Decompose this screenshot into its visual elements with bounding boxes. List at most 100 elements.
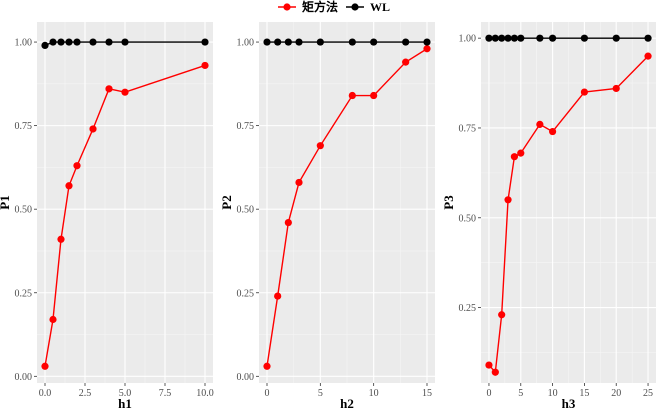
data-point-moment [41,362,49,370]
data-point-moment [370,91,378,100]
data-point-wl [644,34,652,42]
data-point-wl [370,38,378,46]
data-point-wl [491,34,499,42]
data-point-wl [612,34,620,42]
data-point-moment [402,58,410,66]
x-axis-title: h3 [562,396,576,410]
x-tick-label: 7.5 [159,388,172,399]
data-point-moment [49,315,57,324]
data-point-moment [491,368,499,376]
data-point-moment [548,127,557,136]
data-point-wl [284,38,292,46]
data-point-moment [274,292,282,300]
y-axis-title: P1 [0,195,12,209]
x-tick-label: 15 [579,388,589,399]
data-point-moment [105,85,113,93]
x-axis-title: h2 [340,396,354,410]
data-point-moment [89,125,97,133]
x-tick-label: 5 [318,388,323,399]
legend-entry-moment-method: 矩方法 [278,0,338,14]
y-axis-title: P3 [441,195,456,210]
y-axis-title: P2 [219,195,234,209]
legend-label-wl: WL [370,0,390,14]
data-point-moment [612,84,620,93]
x-tick-label: 10.0 [196,388,214,399]
data-point-moment [348,91,356,100]
legend: 矩方法 WL [278,0,390,14]
data-point-wl [548,34,557,42]
y-tick-label: 0.50 [15,205,33,216]
x-tick-label: 0 [265,388,270,399]
x-tick-label: 20 [611,388,621,399]
x-tick-label: 0 [486,388,491,399]
x-tick-label: 10 [548,388,558,399]
x-tick-label: 0.0 [39,388,52,399]
data-point-wl [41,41,49,49]
data-point-wl [498,34,506,42]
y-tick-label: 0.50 [459,213,477,224]
y-tick-label: 0.00 [237,372,255,383]
x-tick-label: 15 [422,388,432,399]
data-point-wl [316,38,324,46]
data-point-moment [517,149,525,157]
y-tick-label: 0.75 [15,121,33,132]
data-point-wl [57,38,65,46]
data-point-moment [510,153,519,161]
data-point-moment [57,235,65,243]
legend-key-point-moment [283,3,291,11]
x-tick-label: 25 [643,388,653,399]
data-point-wl [504,34,512,42]
data-point-moment [65,182,73,190]
x-tick-label: 5 [518,388,523,399]
y-tick-label: 1.00 [237,38,255,49]
y-tick-label: 0.25 [459,303,477,314]
data-point-moment [580,88,589,96]
data-point-wl [536,34,544,42]
data-point-moment [284,218,292,227]
data-point-wl [580,34,589,42]
data-point-wl [510,34,519,42]
data-point-moment [295,178,303,187]
y-tick-label: 1.00 [15,38,33,49]
data-point-wl [121,38,129,46]
data-point-moment [498,311,506,319]
data-point-wl [201,38,209,46]
data-point-wl [423,38,431,46]
data-point-wl [348,38,356,46]
panel-p1: 0.0 2.5 5.0 7.5 10.0 0.00 0.25 0.50 0.75 1.00 h1 P1 [0,22,214,410]
panel-p2: 0 5 10 15 0.00 0.25 0.50 0.75 1.00 h2 P2 [219,22,435,410]
data-point-moment [121,88,129,96]
data-point-moment [536,120,544,128]
data-point-wl [105,38,113,46]
data-point-wl [295,38,303,46]
data-point-moment [485,361,493,369]
x-tick-label: 10 [369,388,379,399]
y-tick-label: 0.50 [237,205,255,216]
data-point-wl [517,34,525,42]
data-point-moment [316,142,324,150]
x-tick-label: 5.0 [119,388,132,399]
y-tick-label: 0.25 [237,288,255,299]
data-point-moment [504,196,512,204]
y-tick-label: 0.25 [15,288,33,299]
y-tick-label: 1.00 [459,34,477,45]
data-point-moment [423,45,431,53]
data-point-moment [263,362,271,370]
y-tick-label: 0.75 [459,123,477,134]
x-tick-label: 2.5 [79,388,92,399]
data-point-wl [263,38,271,46]
y-tick-label: 0.00 [15,372,33,383]
data-point-wl [402,38,410,46]
data-point-moment [73,162,81,170]
data-point-moment [201,61,209,70]
data-point-wl [274,38,282,46]
data-point-wl [49,38,57,46]
data-point-wl [65,38,73,46]
panel-p3: 0 5 10 15 20 25 0.25 0.50 0.75 1.00 h3 P3 [441,22,656,410]
legend-entry-wl: WL [346,0,390,14]
data-point-wl [89,38,97,46]
legend-label-moment: 矩方法 [301,0,338,14]
legend-key-point-wl [351,3,359,11]
data-point-wl [485,34,493,42]
